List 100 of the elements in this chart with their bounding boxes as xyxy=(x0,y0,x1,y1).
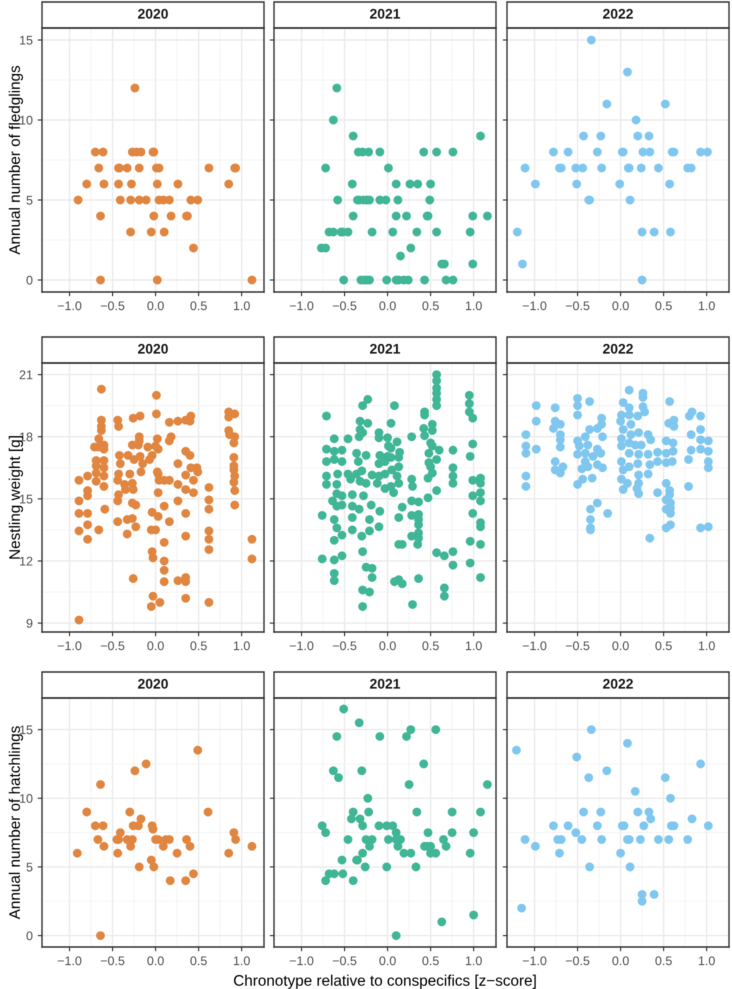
point xyxy=(531,180,540,188)
point xyxy=(630,787,640,796)
x-tick-label: 0.5 xyxy=(655,641,672,650)
x-tick-label: −1.0 xyxy=(522,956,546,966)
point xyxy=(193,746,202,755)
x-tick-label: 1.0 xyxy=(698,641,715,650)
point xyxy=(248,276,256,284)
point xyxy=(704,821,713,830)
point xyxy=(96,276,105,284)
x-tick-label: −0.5 xyxy=(566,956,590,966)
point xyxy=(639,821,648,830)
point xyxy=(602,100,612,108)
point xyxy=(596,808,606,816)
point xyxy=(623,68,632,76)
y-tick-label: 5 xyxy=(26,196,32,205)
point xyxy=(632,116,640,124)
point xyxy=(636,164,646,172)
point xyxy=(204,164,214,172)
point xyxy=(666,794,675,803)
point xyxy=(74,196,83,204)
chart-title: 2022 xyxy=(603,678,633,689)
point xyxy=(125,808,134,816)
chart-title: 2022 xyxy=(603,344,633,354)
point xyxy=(597,164,606,172)
point xyxy=(166,876,175,886)
x-tick-label: 0.0 xyxy=(379,956,396,966)
point xyxy=(96,780,105,789)
point xyxy=(645,148,654,156)
x-tick-label: 0.5 xyxy=(190,956,207,966)
point xyxy=(96,212,105,220)
point xyxy=(149,212,158,220)
x-tick-label: −0.5 xyxy=(566,641,590,650)
point xyxy=(149,862,158,872)
point xyxy=(126,196,136,204)
point xyxy=(664,835,674,844)
point xyxy=(248,842,256,851)
x-tick-label: −0.5 xyxy=(332,301,356,310)
x-tick-label: 0.5 xyxy=(190,641,207,650)
point xyxy=(636,835,645,844)
x-tick-label: −0.5 xyxy=(566,301,590,310)
point xyxy=(549,148,558,156)
x-axis-title: Chronotype relative to conspecifics [z−score] xyxy=(234,974,536,989)
point xyxy=(512,746,521,755)
x-tick-label: −0.5 xyxy=(100,641,124,650)
point xyxy=(666,228,675,236)
x-tick-label: −1.0 xyxy=(58,301,82,310)
x-tick-label: −0.5 xyxy=(332,641,356,650)
point xyxy=(100,180,108,188)
x-tick-label: −1.0 xyxy=(522,301,546,310)
y-tick-label: 21 xyxy=(20,370,32,380)
point xyxy=(650,228,659,236)
point xyxy=(592,821,602,830)
point xyxy=(134,862,144,872)
point xyxy=(660,773,670,782)
x-tick-label: 0.0 xyxy=(147,301,164,310)
point xyxy=(160,228,169,236)
point xyxy=(683,835,692,844)
x-tick-label: 1.0 xyxy=(234,301,250,310)
point xyxy=(181,876,190,886)
y-tick-label: 9 xyxy=(26,618,32,628)
x-tick-label: 1.0 xyxy=(234,956,250,966)
point xyxy=(615,180,624,188)
point xyxy=(158,842,168,851)
point xyxy=(122,164,132,172)
chart-title: 2020 xyxy=(138,678,168,689)
x-tick-label: 0.5 xyxy=(655,956,672,966)
point xyxy=(142,760,151,768)
x-tick-label: 0.0 xyxy=(612,641,629,650)
x-tick-label: −1.0 xyxy=(290,956,314,966)
point xyxy=(578,164,588,172)
point xyxy=(564,821,572,830)
point xyxy=(703,148,712,156)
point xyxy=(512,228,522,236)
x-tick-label: 0.5 xyxy=(422,956,439,966)
chart-title: 2020 xyxy=(138,8,168,19)
point xyxy=(90,821,100,830)
x-tick-label: 1.0 xyxy=(466,956,482,966)
x-tick-label: −1.0 xyxy=(522,641,546,650)
point xyxy=(96,931,105,940)
point xyxy=(586,725,596,734)
x-tick-label: −0.5 xyxy=(100,956,124,966)
point xyxy=(98,821,108,830)
point xyxy=(633,132,642,140)
point xyxy=(638,228,646,236)
point xyxy=(193,196,202,204)
point xyxy=(130,766,140,776)
point xyxy=(555,848,564,858)
point xyxy=(579,808,588,816)
point xyxy=(130,84,140,92)
point xyxy=(142,196,151,204)
point xyxy=(94,835,102,844)
point xyxy=(638,896,646,906)
x-tick-label: 0.5 xyxy=(190,301,207,310)
point xyxy=(231,835,240,844)
point xyxy=(696,760,705,768)
point xyxy=(152,276,162,284)
point xyxy=(98,148,108,156)
point xyxy=(517,904,526,913)
point xyxy=(646,814,656,824)
point xyxy=(571,828,580,837)
